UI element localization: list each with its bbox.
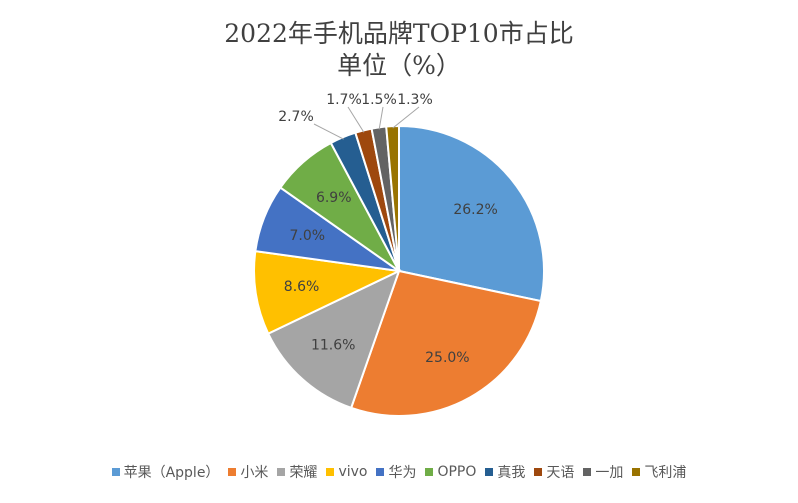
data-label: 1.3%	[397, 92, 433, 108]
legend-label: 荣耀	[289, 465, 318, 481]
legend-label: 飞利浦	[644, 465, 687, 481]
legend-swatch	[485, 468, 494, 476]
legend-item: 天语	[534, 462, 574, 482]
pie-slice	[385, 124, 400, 272]
data-label: 7.0%	[289, 228, 325, 244]
data-label: 11.6%	[311, 337, 355, 353]
legend-item: 荣耀	[277, 462, 317, 482]
data-label: 8.6%	[284, 279, 320, 295]
legend-swatch	[632, 468, 641, 476]
leader-line	[378, 106, 384, 130]
legend-label: 华为	[388, 465, 417, 481]
data-label: 1.5%	[361, 92, 397, 108]
legend-item: 华为	[376, 462, 416, 482]
legend-swatch	[228, 468, 237, 476]
pie-slice	[253, 249, 403, 335]
legend-item: 小米	[228, 462, 268, 482]
legend-swatch	[326, 468, 335, 476]
legend-item: OPPO	[425, 462, 476, 482]
legend-swatch	[376, 468, 385, 476]
legend-item: 真我	[485, 462, 525, 482]
data-label: 6.9%	[316, 190, 352, 206]
pie-slice	[349, 269, 543, 417]
data-label: 1.7%	[326, 92, 362, 108]
legend-item: 一加	[583, 462, 623, 482]
legend-label: OPPO	[437, 464, 477, 480]
legend-swatch	[111, 468, 120, 476]
data-label: 25.0%	[425, 350, 469, 366]
chart-title: 2022年手机品牌TOP10市占比	[224, 19, 574, 48]
pie-slice	[266, 269, 401, 410]
legend-item: 飞利浦	[632, 462, 686, 482]
legend: 苹果（Apple） 小米 荣耀 vivo 华为 OPPO 真我 天语 一加 飞利浦	[0, 462, 798, 482]
pie-slice	[398, 124, 545, 303]
data-label: 26.2%	[453, 202, 497, 218]
legend-label: 小米	[240, 465, 269, 481]
legend-swatch	[277, 468, 286, 476]
leader-line	[347, 106, 365, 133]
leader-line	[313, 123, 344, 140]
legend-swatch	[534, 468, 543, 476]
legend-label: vivo	[338, 464, 368, 480]
legend-swatch	[583, 468, 592, 476]
chart-subtitle: 单位（%）	[337, 51, 461, 80]
legend-label: 天语	[546, 465, 575, 481]
legend-item: vivo	[326, 462, 367, 482]
legend-label: 苹果（Apple）	[123, 465, 220, 481]
legend-swatch	[425, 468, 434, 476]
legend-label: 一加	[595, 465, 624, 481]
legend-item: 苹果（Apple）	[111, 462, 220, 482]
leader-line	[392, 106, 420, 129]
data-label: 2.7%	[278, 109, 314, 125]
legend-label: 真我	[497, 465, 526, 481]
